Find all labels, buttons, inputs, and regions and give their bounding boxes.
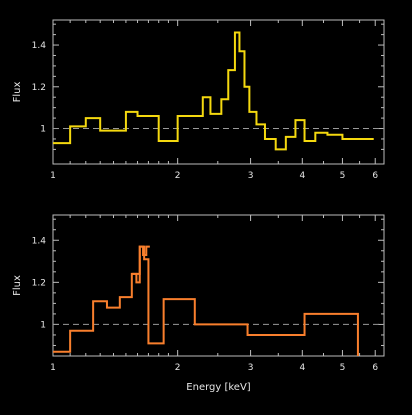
bottom-y-tick-label: 1.4 (32, 236, 47, 246)
bottom-x-tick-label: 3 (248, 363, 254, 373)
top-y-tick-label: 1.2 (32, 83, 46, 93)
bottom-panel: 1 2 3 4 5 6 1 1.2 1.4 Flux Energy [keV] (12, 214, 385, 393)
bottom-spectrum-line (53, 245, 359, 356)
bottom-y-tick-label: 1 (40, 320, 46, 330)
top-plot-frame (52, 19, 385, 165)
bottom-x-tick-label: 4 (299, 363, 305, 373)
top-x-tick-label: 2 (175, 171, 181, 181)
top-panel: 1 2 3 4 5 6 1 1.2 1.4 Flux (12, 19, 385, 181)
bottom-x-tick-label: 5 (340, 363, 346, 373)
bottom-x-axis-title: Energy [keV] (186, 382, 251, 393)
bottom-x-tick-label: 2 (175, 363, 181, 373)
top-y-tick-label: 1 (40, 125, 46, 135)
top-y-axis-title: Flux (12, 82, 23, 103)
top-x-tick-label: 4 (299, 171, 305, 181)
top-x-tick-label: 3 (248, 171, 254, 181)
top-y-tick-label: 1.4 (32, 41, 47, 51)
bottom-spectrum-detail-line (131, 245, 150, 284)
top-x-tick-label: 5 (340, 171, 346, 181)
bottom-x-tick-label: 1 (50, 363, 56, 373)
top-x-tick-label: 6 (372, 171, 378, 181)
bottom-plot-frame (52, 214, 385, 357)
bottom-x-tick-label: 6 (372, 363, 378, 373)
bottom-y-tick-label: 1.2 (32, 278, 46, 288)
top-x-tick-label: 1 (50, 171, 56, 181)
top-spectrum-line (53, 31, 374, 151)
bottom-y-axis-title: Flux (12, 275, 23, 296)
